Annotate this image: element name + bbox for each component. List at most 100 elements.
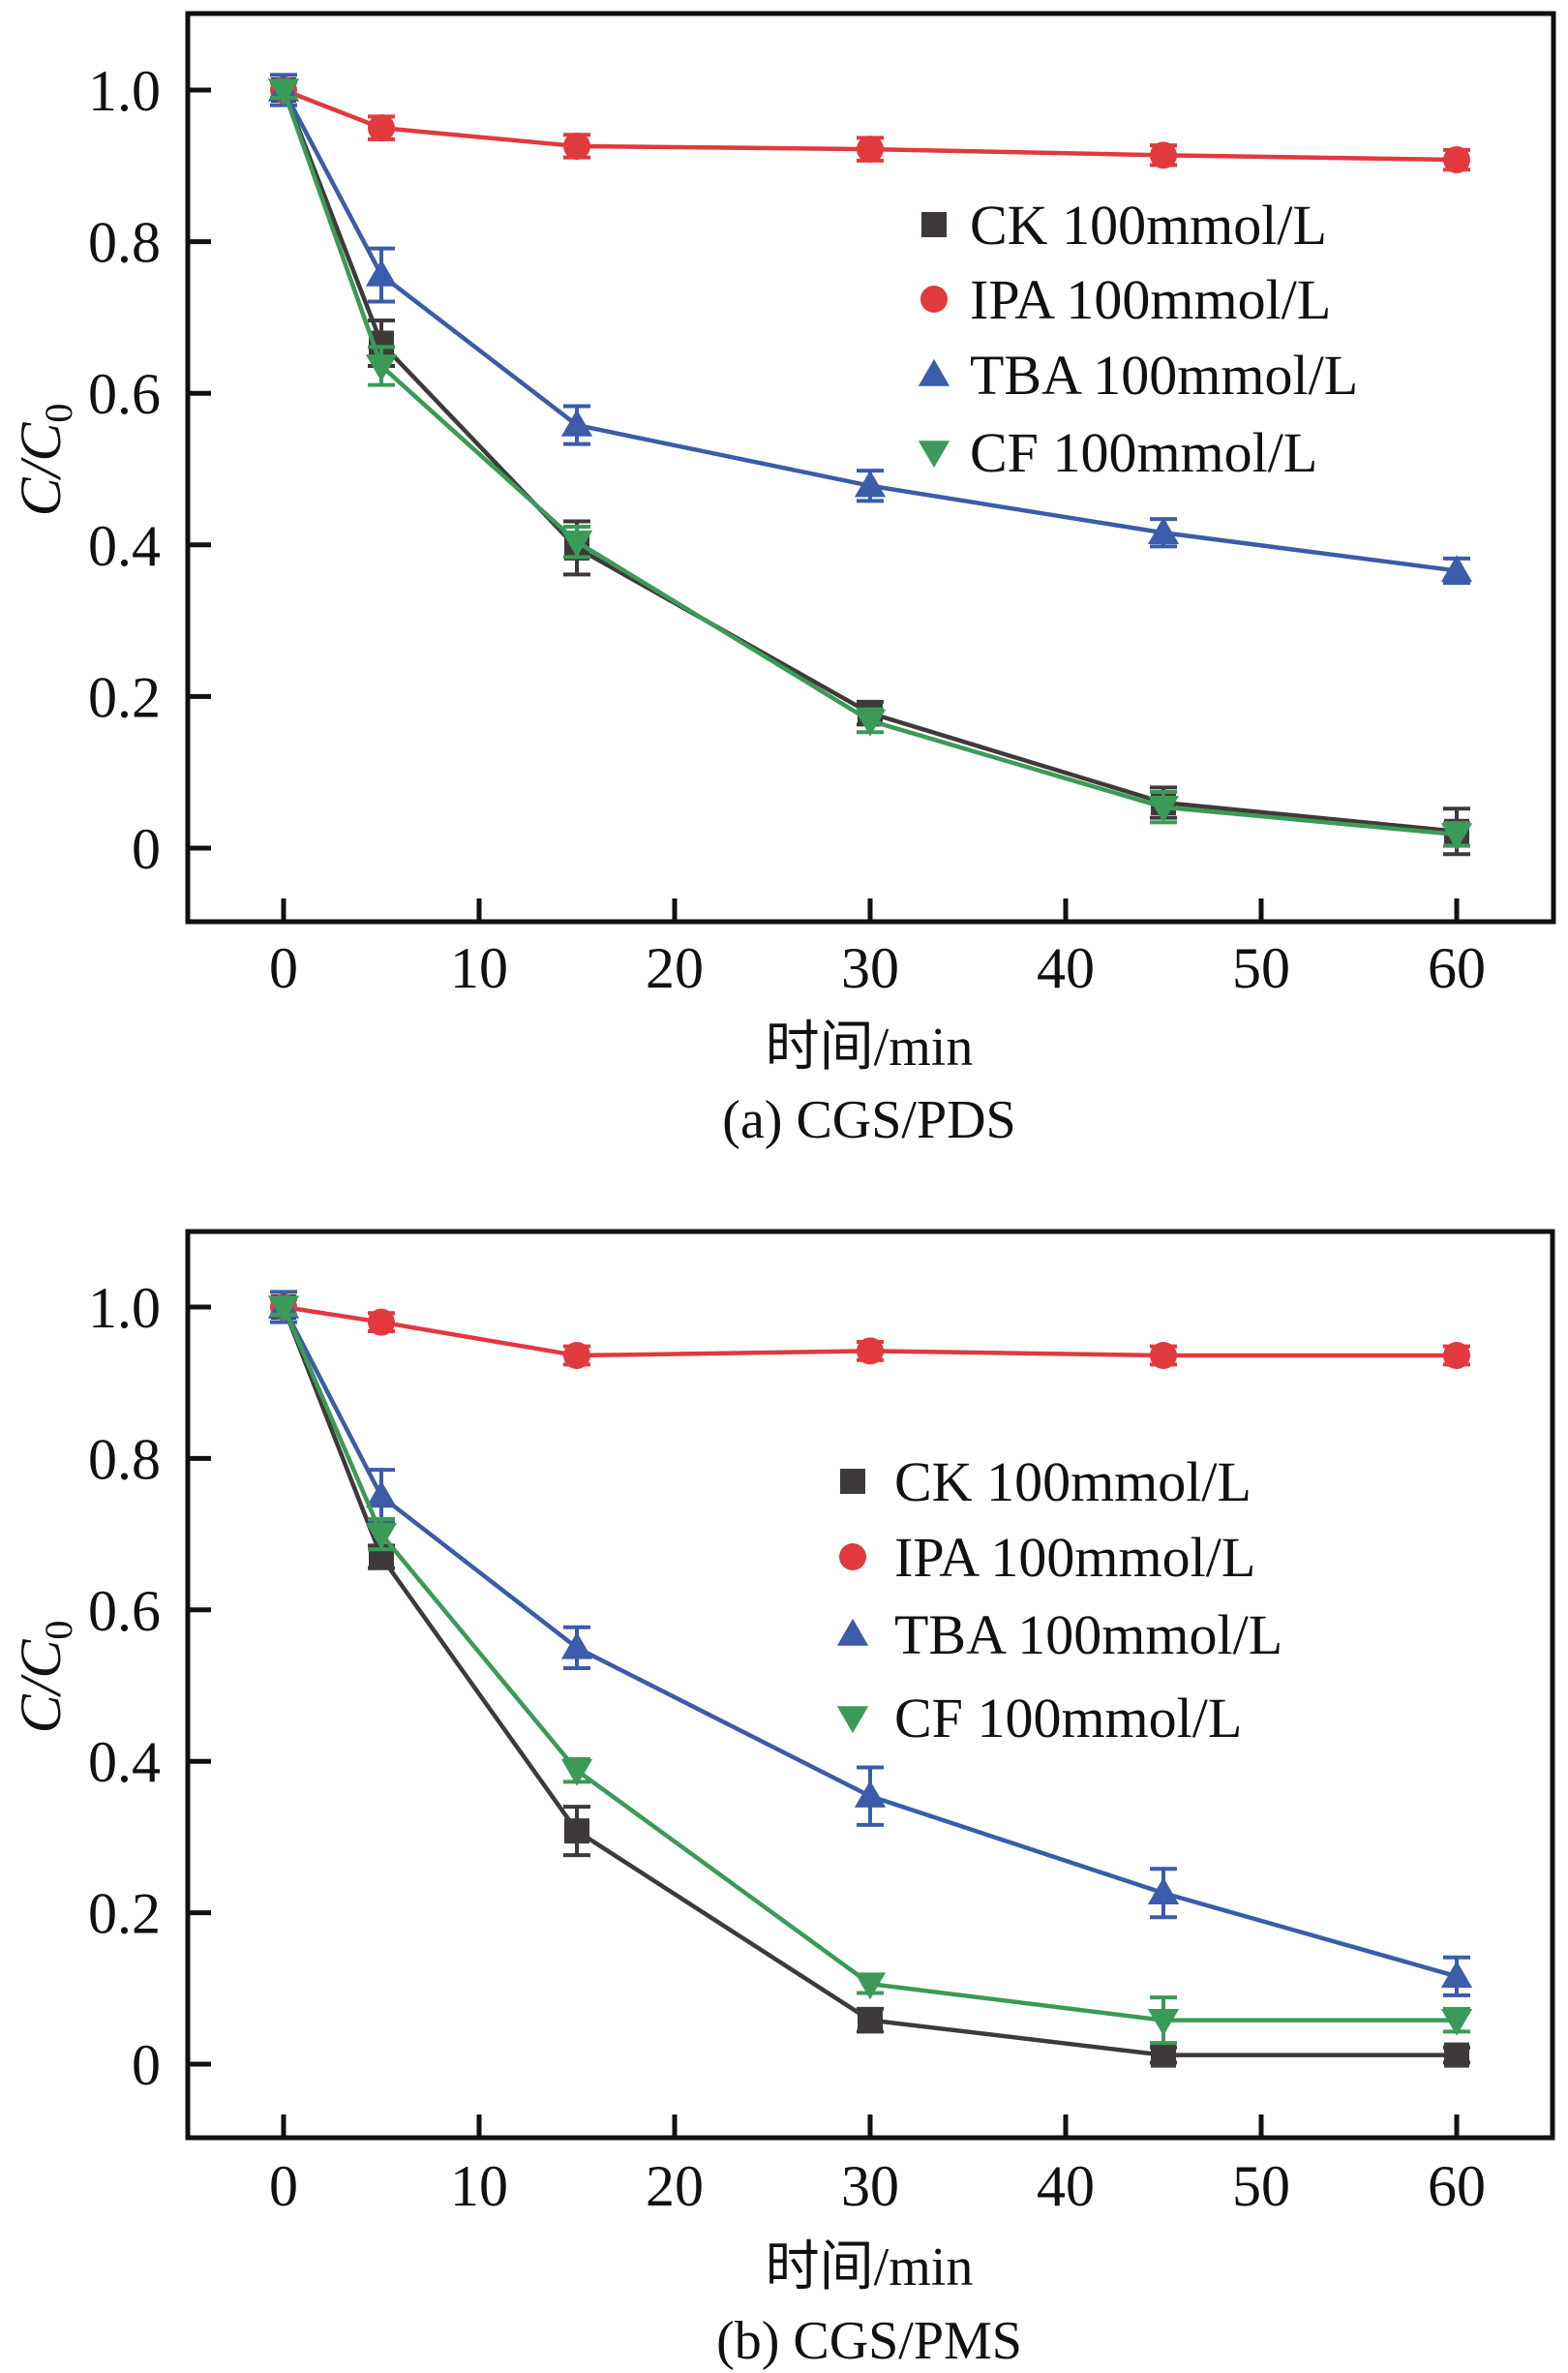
data-point <box>1440 1961 1473 1988</box>
data-point <box>563 1342 590 1370</box>
data-point <box>1151 2042 1176 2068</box>
x-ticks: 0 10 20 30 40 50 60 <box>269 2114 1486 2218</box>
x-tick-label: 20 <box>646 2154 704 2218</box>
panel-caption: (a) CGS/PDS <box>722 1090 1015 1150</box>
data-point <box>560 409 593 437</box>
legend-marker-circle-icon <box>839 1543 866 1570</box>
series-line <box>283 87 1458 163</box>
x-tick-label: 0 <box>269 936 298 1000</box>
data-point <box>365 354 398 382</box>
data-point <box>1444 2042 1469 2068</box>
series-line <box>282 1305 1458 1979</box>
series-layer <box>267 73 1473 857</box>
panel-b: 0 10 20 30 40 50 60 0 0.2 0.4 0.6 0.8 1.0 CK 100mmo… <box>9 1229 1555 2371</box>
data-point <box>857 136 884 164</box>
y-tick-label: 0.2 <box>88 665 161 729</box>
x-tick-label: 10 <box>450 2154 508 2218</box>
series-ipa <box>270 76 1470 174</box>
x-axis-label: 时间/min <box>766 2237 974 2297</box>
plot-frame <box>185 1229 1555 2141</box>
data-point <box>1147 796 1180 823</box>
y-tick-label: 0.6 <box>88 1579 161 1643</box>
data-point <box>854 1780 887 1808</box>
data-point <box>560 1758 593 1786</box>
series-tba <box>267 1290 1473 1997</box>
data-point <box>1147 517 1180 544</box>
y-tick-label: 0.2 <box>88 1882 161 1946</box>
panel-caption: (b) CGS/PMS <box>716 2311 1022 2371</box>
series-line <box>281 89 1458 837</box>
legend-label: TBA 100mmol/L <box>894 1603 1282 1666</box>
series-cf <box>267 78 1473 851</box>
data-point <box>1443 1342 1470 1370</box>
legend: CK 100mmol/L IPA 100mmol/L TBA 100mmol/L CF… <box>918 194 1358 484</box>
legend-item: CF 100mmol/L <box>918 421 1317 484</box>
x-ticks: 0 10 20 30 40 50 60 <box>269 898 1486 1000</box>
series-tba <box>267 73 1473 585</box>
x-tick-label: 20 <box>646 936 704 1000</box>
y-tick-label: 0.4 <box>88 514 161 578</box>
y-tick-label: 0.4 <box>88 1730 161 1794</box>
y-ticks: 0 0.2 0.4 0.6 0.8 1.0 <box>88 1276 211 2097</box>
y-tick-label: 0 <box>132 817 161 881</box>
legend-marker-square-icon <box>840 1469 865 1494</box>
legend-marker-triangle-down-icon <box>918 441 950 469</box>
data-point <box>854 709 887 737</box>
y-tick-label: 0.8 <box>88 211 161 275</box>
legend-item: CK 100mmol/L <box>921 194 1327 257</box>
data-point <box>564 1818 589 1844</box>
legend-label: IPA 100mmol/L <box>894 1526 1255 1589</box>
legend-marker-triangle-down-icon <box>836 1706 869 1734</box>
data-point <box>1443 146 1470 174</box>
panel-a: 0 10 20 30 40 50 60 0 0.2 0.4 0.6 0.8 1.0 CK 100mmo… <box>9 11 1556 1150</box>
data-point <box>365 1522 398 1550</box>
data-point <box>1150 141 1177 169</box>
series-line <box>281 1306 1457 2023</box>
legend-item: IPA 100mmol/L <box>920 268 1331 331</box>
data-point <box>1440 823 1473 851</box>
series-ck <box>270 1294 1470 2068</box>
y-tick-label: 0.6 <box>88 362 161 426</box>
data-point <box>368 1308 395 1336</box>
x-tick-label: 40 <box>1037 2154 1095 2218</box>
x-tick-label: 40 <box>1037 936 1095 1000</box>
legend-label: CK 100mmol/L <box>970 194 1327 257</box>
data-point <box>560 530 593 558</box>
legend-label: TBA 100mmol/L <box>970 344 1358 407</box>
y-tick-label: 0 <box>132 2033 161 2097</box>
data-point <box>267 1295 300 1323</box>
legend-label: IPA 100mmol/L <box>970 268 1331 331</box>
legend-label: CK 100mmol/L <box>894 1450 1251 1513</box>
data-point <box>560 1631 593 1659</box>
y-tick-label: 0.8 <box>88 1427 161 1491</box>
series-cf <box>267 1295 1473 2046</box>
y-tick-label: 1.0 <box>88 59 161 123</box>
y-ticks: 0 0.2 0.4 0.6 0.8 1.0 <box>88 59 211 881</box>
data-point <box>854 1972 887 2000</box>
data-point <box>857 1337 884 1365</box>
data-point <box>1440 555 1473 583</box>
x-tick-label: 50 <box>1232 2154 1290 2218</box>
legend-item: TBA 100mmol/L <box>918 344 1358 407</box>
series-ipa <box>270 1293 1470 1370</box>
y-axis-label: C/C0 <box>9 404 80 517</box>
legend: CK 100mmol/L IPA 100mmol/L TBA 100mmol/L CF… <box>836 1450 1282 1749</box>
legend-item: CK 100mmol/L <box>840 1450 1251 1513</box>
x-tick-label: 30 <box>841 936 899 1000</box>
legend-marker-square-icon <box>921 212 947 237</box>
legend-item: IPA 100mmol/L <box>839 1526 1255 1589</box>
data-point <box>563 132 590 160</box>
x-tick-label: 60 <box>1428 936 1486 1000</box>
x-tick-label: 0 <box>269 2154 298 2218</box>
data-point <box>1150 1342 1177 1370</box>
x-tick-label: 10 <box>450 936 508 1000</box>
series-line <box>282 88 1458 573</box>
data-point <box>267 78 300 106</box>
legend-item: CF 100mmol/L <box>836 1687 1242 1749</box>
data-point <box>368 114 395 142</box>
legend-label: CF 100mmol/L <box>970 421 1317 484</box>
legend-marker-triangle-up-icon <box>836 1618 869 1646</box>
data-point <box>365 259 398 287</box>
data-point <box>365 1480 398 1508</box>
